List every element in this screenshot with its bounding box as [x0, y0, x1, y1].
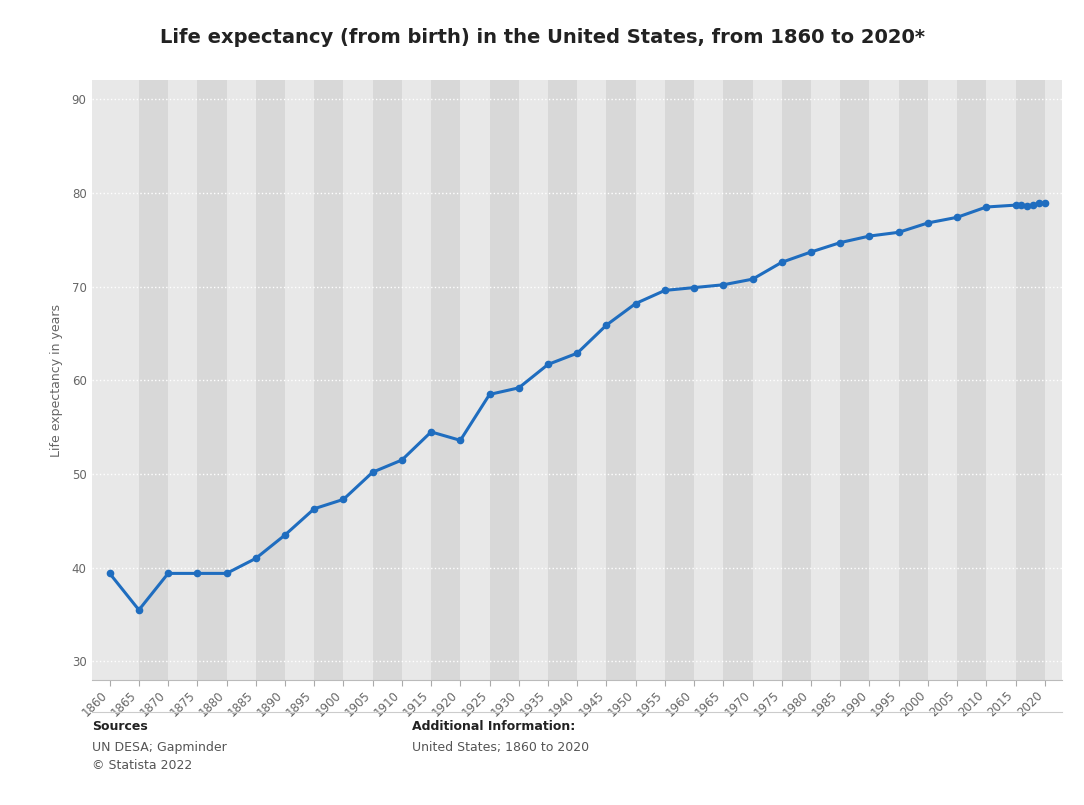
Bar — [782, 80, 811, 680]
Y-axis label: Life expectancy in years: Life expectancy in years — [50, 303, 63, 457]
Bar — [664, 80, 694, 680]
Bar — [840, 80, 869, 680]
Bar — [256, 80, 285, 680]
Bar — [1016, 80, 1045, 680]
Text: Sources: Sources — [92, 720, 147, 733]
Bar — [431, 80, 461, 680]
Bar — [314, 80, 344, 680]
Bar — [723, 80, 752, 680]
Text: United States; 1860 to 2020: United States; 1860 to 2020 — [412, 741, 589, 753]
Bar — [373, 80, 402, 680]
Text: Life expectancy (from birth) in the United States, from 1860 to 2020*: Life expectancy (from birth) in the Unit… — [159, 28, 925, 47]
Bar — [606, 80, 635, 680]
Text: UN DESA; Gapminder
© Statista 2022: UN DESA; Gapminder © Statista 2022 — [92, 741, 227, 772]
Bar — [957, 80, 986, 680]
Bar — [139, 80, 168, 680]
Text: Additional Information:: Additional Information: — [412, 720, 576, 733]
Bar — [899, 80, 928, 680]
Bar — [490, 80, 519, 680]
Bar — [549, 80, 577, 680]
Bar — [197, 80, 227, 680]
